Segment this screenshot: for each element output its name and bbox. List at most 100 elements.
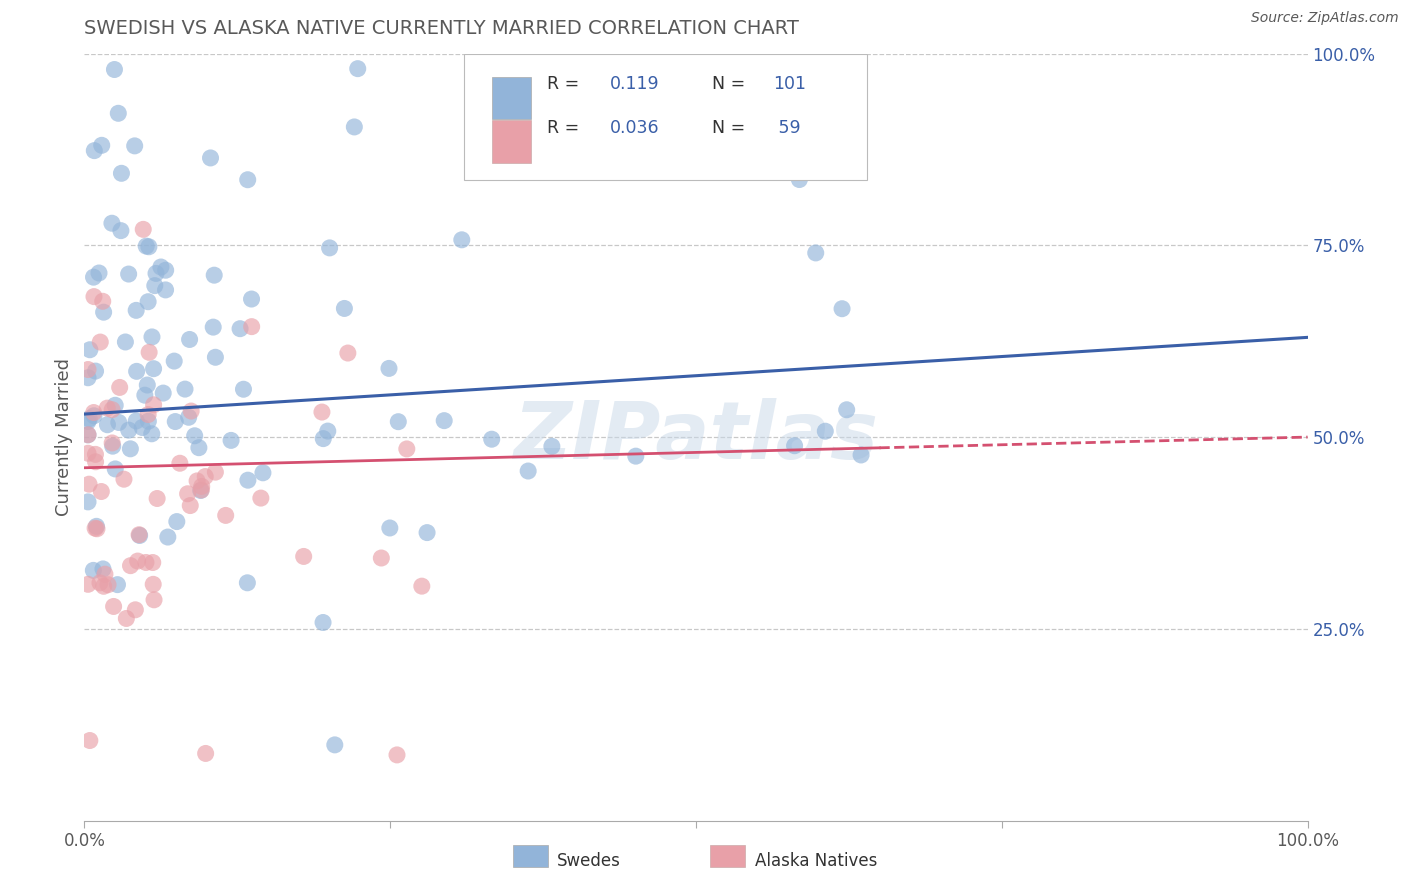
Point	[89, 334, 111, 349]
Point	[107, 106, 129, 120]
Point	[115, 611, 138, 625]
Point	[346, 62, 368, 76]
FancyBboxPatch shape	[464, 54, 868, 180]
Point	[166, 515, 188, 529]
Point	[96, 417, 118, 432]
Point	[336, 346, 359, 360]
Point	[312, 615, 335, 630]
Point	[132, 222, 155, 236]
Point	[97, 578, 120, 592]
Point	[411, 579, 433, 593]
Point	[103, 62, 125, 77]
Point	[849, 448, 872, 462]
Point	[77, 415, 100, 429]
Point	[292, 549, 315, 564]
Point	[804, 246, 827, 260]
Point	[131, 420, 153, 434]
Point	[236, 575, 259, 590]
Point	[416, 525, 439, 540]
Point	[169, 456, 191, 470]
Point	[163, 354, 186, 368]
Point	[77, 577, 100, 591]
Point	[124, 139, 146, 153]
Text: ZIPatlas: ZIPatlas	[513, 398, 879, 476]
Point	[395, 442, 418, 456]
Point	[125, 364, 148, 378]
Point	[450, 233, 472, 247]
Point	[104, 398, 127, 412]
Point	[333, 301, 356, 316]
Point	[83, 270, 105, 285]
Point	[89, 575, 111, 590]
Point	[186, 474, 208, 488]
Point	[155, 283, 177, 297]
Point	[104, 462, 127, 476]
Point	[143, 278, 166, 293]
Point	[142, 577, 165, 591]
Point	[385, 747, 408, 762]
Point	[134, 388, 156, 402]
Text: 0.119: 0.119	[610, 75, 659, 93]
Point	[433, 414, 456, 428]
FancyBboxPatch shape	[492, 120, 531, 163]
Point	[190, 479, 212, 493]
Point	[101, 439, 124, 453]
Point	[204, 351, 226, 365]
Point	[179, 333, 201, 347]
Text: Alaska Natives: Alaska Natives	[755, 852, 877, 870]
Text: 101: 101	[773, 75, 806, 93]
Point	[83, 405, 105, 419]
Point	[240, 292, 263, 306]
Point	[84, 521, 107, 535]
Point	[135, 239, 157, 253]
Point	[378, 361, 401, 376]
Point	[94, 567, 117, 582]
Point	[202, 320, 225, 334]
Point	[93, 305, 115, 319]
Point	[84, 364, 107, 378]
Point	[120, 442, 142, 456]
Point	[219, 434, 242, 448]
Point	[143, 592, 166, 607]
Point	[236, 473, 259, 487]
Text: SWEDISH VS ALASKA NATIVE CURRENTLY MARRIED CORRELATION CHART: SWEDISH VS ALASKA NATIVE CURRENTLY MARRI…	[84, 19, 799, 38]
FancyBboxPatch shape	[492, 77, 531, 120]
Point	[96, 401, 118, 416]
Point	[187, 441, 209, 455]
Point	[141, 426, 163, 441]
Point	[180, 404, 202, 418]
Point	[125, 414, 148, 428]
Point	[789, 172, 811, 186]
Point	[128, 527, 150, 541]
Text: Source: ZipAtlas.com: Source: ZipAtlas.com	[1251, 12, 1399, 25]
Point	[323, 738, 346, 752]
Point	[183, 429, 205, 443]
Point	[86, 522, 108, 536]
Point	[79, 343, 101, 357]
Point	[103, 599, 125, 614]
Y-axis label: Currently Married: Currently Married	[55, 358, 73, 516]
Point	[783, 439, 806, 453]
Point	[343, 120, 366, 134]
Point	[77, 362, 100, 376]
Point	[101, 402, 124, 417]
Point	[82, 563, 104, 577]
Point	[125, 303, 148, 318]
Point	[141, 330, 163, 344]
Text: N =: N =	[711, 75, 745, 93]
Point	[77, 370, 100, 384]
Point	[145, 267, 167, 281]
Point	[204, 465, 226, 479]
Point	[387, 415, 409, 429]
Point	[316, 424, 339, 438]
Point	[138, 240, 160, 254]
Point	[142, 556, 165, 570]
Text: 0.036: 0.036	[610, 119, 659, 137]
Point	[541, 439, 564, 453]
Point	[93, 579, 115, 593]
Point	[124, 603, 146, 617]
Point	[90, 138, 112, 153]
Point	[152, 386, 174, 401]
Point	[77, 495, 100, 509]
Point	[215, 508, 238, 523]
